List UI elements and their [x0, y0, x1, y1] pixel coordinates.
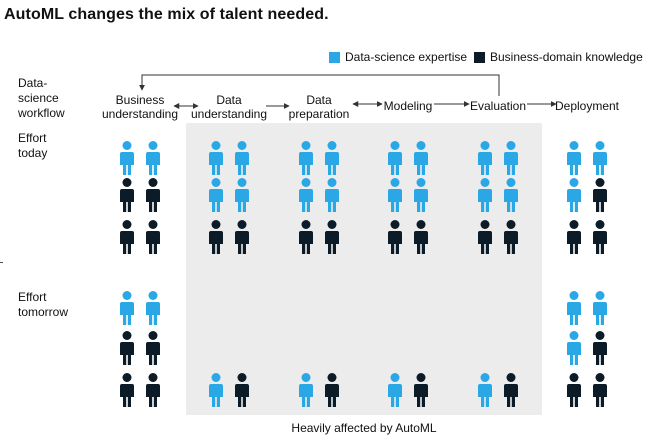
legend-label-business-domain: Business-domain knowledge [490, 50, 643, 64]
workflow-step-label-line: understanding [190, 107, 268, 121]
data-science-person-icon [478, 141, 492, 175]
automl-affected-caption: Heavily affected by AutoML [291, 421, 437, 435]
business-domain-person-icon [235, 220, 249, 254]
workflow-step-label: Business understanding [102, 93, 178, 121]
data-science-person-icon [504, 178, 518, 212]
effort-today-label: Effort today [18, 131, 47, 161]
business-domain-person-icon [593, 331, 607, 365]
business-domain-person-icon [325, 220, 339, 254]
business-domain-person-icon [235, 373, 249, 407]
workflow-step-label-line: Evaluation [469, 99, 527, 113]
workflow-step-label-line: Business [115, 93, 165, 107]
effort-tomorrow-line: tomorrow [18, 305, 69, 319]
workflow-step-label: Data understanding [191, 93, 267, 121]
business-domain-person-icon [120, 220, 134, 254]
data-science-person-icon [478, 178, 492, 212]
data-science-person-icon [593, 141, 607, 175]
workflow-step-label: Data preparation [289, 93, 350, 121]
legend-swatch-data-science [329, 51, 340, 63]
workflow-label: Data- science workflow [18, 76, 65, 121]
business-domain-person-icon [299, 220, 313, 254]
data-science-person-icon [567, 141, 581, 175]
business-domain-person-icon [593, 178, 607, 212]
data-science-person-icon [235, 178, 249, 212]
business-domain-person-icon [593, 373, 607, 407]
data-science-person-icon [299, 178, 313, 212]
data-science-person-icon [146, 291, 160, 325]
workflow-step-label-line: Data [306, 93, 332, 107]
data-science-person-icon [209, 141, 223, 175]
data-science-person-icon [414, 178, 428, 212]
workflow-step-label: Modeling [384, 99, 433, 113]
business-domain-person-icon [478, 220, 492, 254]
legend-business-domain: Business-domain knowledge [474, 50, 643, 64]
data-science-person-icon [504, 141, 518, 175]
business-domain-person-icon [567, 373, 581, 407]
legend-swatch-business-domain [474, 51, 485, 63]
workflow-step-label: Evaluation [470, 99, 526, 113]
effort-tomorrow-label: Effort tomorrow [18, 290, 68, 320]
legend-label-data-science: Data-science expertise [345, 50, 468, 64]
data-science-person-icon [209, 373, 223, 407]
business-domain-person-icon [146, 220, 160, 254]
workflow-step-label-line: preparation [288, 107, 350, 121]
business-domain-person-icon [146, 373, 160, 407]
data-science-person-icon [120, 291, 134, 325]
business-domain-person-icon [504, 220, 518, 254]
data-science-person-icon [120, 141, 134, 175]
page-title: AutoML changes the mix of talent needed. [4, 6, 329, 23]
business-domain-person-icon [146, 331, 160, 365]
business-domain-person-icon [414, 373, 428, 407]
data-science-person-icon [388, 373, 402, 407]
business-domain-person-icon [504, 373, 518, 407]
business-domain-person-icon [120, 373, 134, 407]
effort-today-line: Effort [18, 131, 47, 145]
business-domain-person-icon [593, 220, 607, 254]
data-science-person-icon [478, 373, 492, 407]
data-science-person-icon [414, 141, 428, 175]
workflow-step-label-line: understanding [101, 107, 179, 121]
workflow-step-label-line: Data [216, 93, 242, 107]
data-science-person-icon [299, 373, 313, 407]
data-science-person-icon [567, 331, 581, 365]
margin-tick [0, 262, 3, 263]
workflow-label-line: Data- [18, 76, 48, 90]
workflow-step-label-line: Deployment [554, 99, 620, 113]
data-science-person-icon [235, 141, 249, 175]
business-domain-person-icon [388, 220, 402, 254]
business-domain-person-icon [209, 220, 223, 254]
workflow-step-label: Deployment [555, 99, 619, 113]
data-science-person-icon [567, 291, 581, 325]
data-science-person-icon [388, 141, 402, 175]
data-science-person-icon [299, 141, 313, 175]
workflow-label-line: workflow [18, 106, 65, 120]
business-domain-person-icon [414, 220, 428, 254]
feedback-loop-arrow [139, 74, 500, 96]
business-domain-person-icon [325, 373, 339, 407]
workflow-label-line: science [18, 91, 59, 105]
data-science-person-icon [593, 291, 607, 325]
business-domain-person-icon [567, 220, 581, 254]
effort-tomorrow-line: Effort [18, 290, 47, 304]
effort-today-line: today [18, 146, 48, 160]
business-domain-person-icon [120, 178, 134, 212]
data-science-person-icon [146, 141, 160, 175]
data-science-person-icon [325, 178, 339, 212]
workflow-step-label-line: Modeling [383, 99, 433, 113]
data-science-person-icon [567, 178, 581, 212]
data-science-person-icon [325, 141, 339, 175]
data-science-person-icon [209, 178, 223, 212]
business-domain-person-icon [146, 178, 160, 212]
business-domain-person-icon [120, 331, 134, 365]
legend-data-science: Data-science expertise [329, 50, 467, 64]
data-science-person-icon [388, 178, 402, 212]
